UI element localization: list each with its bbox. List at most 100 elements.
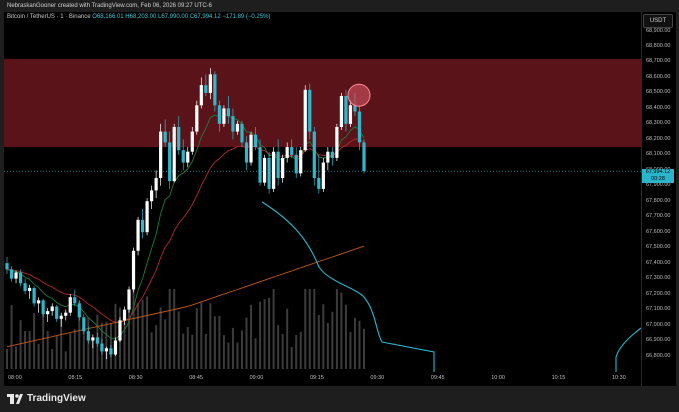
candle-body bbox=[294, 154, 298, 174]
price-tick-label: 68,300.00 bbox=[646, 120, 671, 127]
volume-bar bbox=[231, 327, 234, 369]
candle-body bbox=[100, 343, 104, 352]
candle-body bbox=[91, 337, 95, 341]
volume-bar bbox=[159, 307, 162, 369]
candle-body bbox=[222, 108, 226, 124]
candle-body bbox=[186, 151, 190, 163]
candle-body bbox=[299, 150, 303, 174]
volume-bar bbox=[286, 308, 289, 369]
price-tick-label: 68,800.00 bbox=[646, 42, 671, 49]
highlight-circle bbox=[347, 83, 371, 107]
volume-bar bbox=[227, 342, 230, 369]
candle-body bbox=[235, 123, 240, 132]
candle-body bbox=[50, 306, 54, 312]
volume-bar bbox=[186, 327, 189, 369]
volume-bar bbox=[6, 349, 8, 369]
volume-bar bbox=[195, 308, 198, 369]
tradingview-logo[interactable]: TradingView bbox=[7, 393, 86, 404]
price-axis[interactable] bbox=[641, 12, 676, 386]
volume-bar bbox=[105, 321, 108, 369]
volume-bar bbox=[335, 289, 338, 369]
candle-body bbox=[317, 178, 321, 189]
current-price-value: 67,994.12 bbox=[645, 169, 671, 175]
volume-bar bbox=[182, 333, 185, 369]
candle-body bbox=[217, 105, 221, 124]
symbol-name[interactable]: Bitcoin / TetherUS · 1 · Binance bbox=[7, 14, 91, 20]
volume-bar bbox=[73, 329, 76, 369]
candle-body bbox=[240, 123, 244, 143]
candle-body bbox=[163, 131, 167, 143]
candle-body bbox=[321, 162, 325, 189]
volume-bar bbox=[37, 344, 40, 369]
candle-body bbox=[303, 89, 307, 151]
candle-body bbox=[348, 105, 353, 124]
candle-body bbox=[276, 151, 280, 179]
volume-bar bbox=[10, 305, 13, 369]
time-axis[interactable] bbox=[4, 372, 641, 386]
candle-body bbox=[168, 142, 172, 182]
volume-bar bbox=[299, 331, 302, 369]
volume-bar bbox=[290, 346, 293, 369]
candle-body bbox=[154, 178, 158, 191]
candle-body bbox=[131, 250, 136, 290]
volume-bar bbox=[164, 319, 167, 369]
volume-bar bbox=[204, 334, 207, 369]
candle-body bbox=[181, 150, 185, 163]
volume-bar bbox=[69, 333, 72, 369]
resistance-zone bbox=[4, 58, 641, 148]
candle-body bbox=[357, 111, 362, 143]
price-tick-label: 67,000.00 bbox=[646, 321, 671, 328]
tradingview-mark-icon bbox=[7, 393, 23, 404]
volume-bar bbox=[304, 289, 307, 369]
price-tick-label: 67,100.00 bbox=[646, 306, 671, 313]
volume-bar bbox=[322, 304, 325, 369]
volume-bar bbox=[245, 317, 248, 369]
footer bbox=[0, 386, 679, 412]
time-tick-label: 09:00 bbox=[249, 375, 264, 381]
volume-bar bbox=[132, 289, 135, 369]
candle-body bbox=[5, 263, 9, 270]
chart-pane[interactable] bbox=[4, 12, 641, 386]
volume-bar bbox=[259, 301, 262, 369]
candle-body bbox=[95, 337, 99, 344]
candle-body bbox=[145, 201, 149, 233]
candle-body bbox=[46, 311, 50, 315]
candle-body bbox=[290, 147, 294, 155]
price-tick-label: 67,300.00 bbox=[646, 275, 671, 282]
chart-header: NebraskanGooner created with TradingView… bbox=[7, 3, 212, 9]
countdown-timer: 00:28 bbox=[651, 176, 665, 182]
currency-button[interactable]: USDT bbox=[643, 14, 673, 28]
candle-body bbox=[55, 306, 59, 319]
candle-body bbox=[208, 74, 212, 93]
candle-body bbox=[127, 289, 131, 310]
volume-bar bbox=[173, 289, 176, 369]
price-chart[interactable] bbox=[4, 12, 641, 386]
candle-body bbox=[226, 108, 231, 117]
price-tick-label: 67,600.00 bbox=[646, 228, 671, 235]
volume-bar bbox=[155, 325, 158, 369]
candle-body bbox=[14, 272, 18, 279]
candle-body bbox=[32, 287, 36, 304]
volume-bar bbox=[123, 322, 126, 369]
volume-bar bbox=[268, 297, 271, 369]
candle-body bbox=[267, 157, 271, 189]
volume-bar bbox=[308, 289, 311, 369]
candle-body bbox=[308, 89, 312, 132]
volume-bar bbox=[60, 314, 63, 369]
candle-body bbox=[262, 157, 267, 183]
candle-body bbox=[109, 348, 113, 355]
volume-bar bbox=[114, 303, 117, 369]
volume-bar bbox=[91, 336, 94, 369]
candle-body bbox=[73, 297, 77, 304]
volume-bar bbox=[363, 328, 365, 369]
current-price-label: 67,994.12 00:28 bbox=[642, 169, 674, 183]
candle-body bbox=[335, 126, 339, 158]
price-tick-label: 68,600.00 bbox=[646, 73, 671, 80]
candle-body bbox=[23, 283, 27, 291]
candle-body bbox=[272, 151, 276, 189]
volume-bar bbox=[353, 317, 356, 369]
price-tick-label: 67,800.00 bbox=[646, 197, 671, 204]
volume-bar bbox=[263, 299, 266, 369]
candle-body bbox=[195, 105, 199, 132]
price-tick-label: 68,500.00 bbox=[646, 89, 671, 96]
